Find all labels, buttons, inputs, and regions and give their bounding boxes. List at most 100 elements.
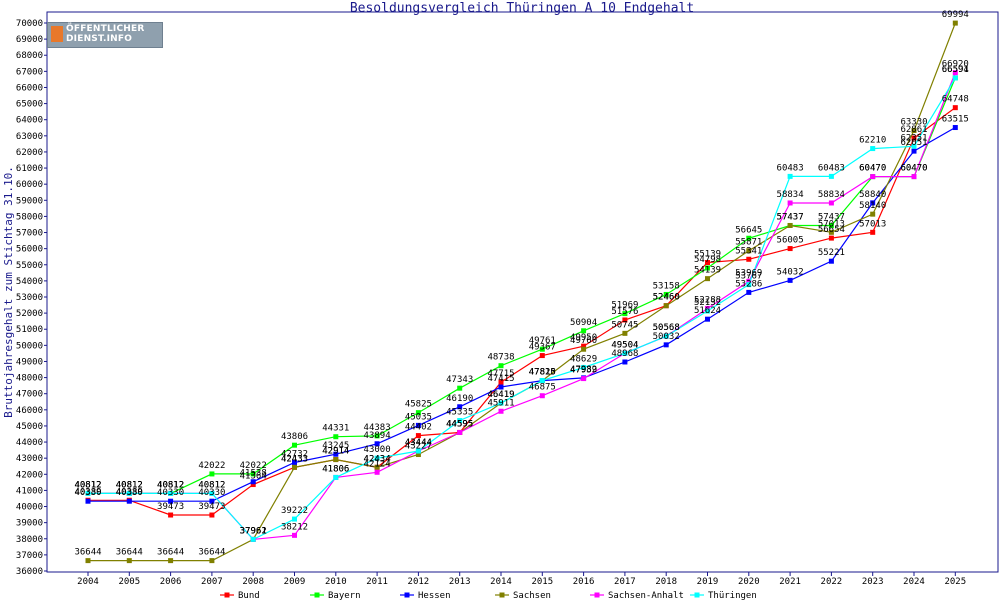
data-label: 41538 xyxy=(240,469,267,479)
data-label: 69994 xyxy=(942,10,969,20)
data-point xyxy=(746,289,752,295)
x-tick-label: 2015 xyxy=(531,577,553,587)
data-point xyxy=(663,333,669,339)
data-label: 40812 xyxy=(198,480,225,490)
data-label: 52460 xyxy=(653,293,680,303)
y-tick-label: 60000 xyxy=(16,180,43,190)
data-label: 46875 xyxy=(529,383,556,393)
data-label: 47715 xyxy=(487,369,514,379)
data-label: 62051 xyxy=(900,138,927,148)
data-point xyxy=(705,308,710,314)
x-tick-label: 2017 xyxy=(614,577,636,587)
x-tick-label: 2019 xyxy=(697,577,719,587)
data-point xyxy=(828,258,834,264)
data-point xyxy=(705,265,710,271)
logo-mark-icon xyxy=(51,26,63,42)
data-label: 42022 xyxy=(240,461,267,471)
data-label: 40812 xyxy=(116,480,143,490)
data-label: 40330 xyxy=(74,488,101,498)
data-label: 43894 xyxy=(364,431,391,441)
data-label: 60470 xyxy=(900,164,927,174)
data-point xyxy=(581,364,587,370)
data-label: 40812 xyxy=(74,480,101,490)
data-point xyxy=(870,211,876,217)
y-tick-label: 39000 xyxy=(16,519,43,529)
y-tick-label: 49000 xyxy=(16,357,43,367)
data-point xyxy=(581,376,587,382)
site-logo: ÖFFENTLICHER DIENST.INFO xyxy=(47,22,163,48)
data-point xyxy=(457,418,463,424)
legend-marker xyxy=(224,592,230,598)
data-label: 50032 xyxy=(653,332,680,342)
legend: Bund Bayern Hessen Sachsen Sachsen-Anhalt Thü… xyxy=(220,591,757,601)
data-point xyxy=(250,471,256,477)
data-point xyxy=(374,469,380,475)
data-label: 37962 xyxy=(240,526,267,536)
y-axis-label: Bruttojahresgehalt zum Stichtag 31.10. xyxy=(2,166,15,418)
data-point xyxy=(168,490,174,496)
data-point xyxy=(415,452,421,458)
data-label: 44595 xyxy=(446,419,473,429)
data-label: 47815 xyxy=(529,368,556,378)
legend-label: Hessen xyxy=(418,591,451,600)
data-point xyxy=(663,291,669,297)
y-tick-label: 65000 xyxy=(16,100,43,110)
data-label: 54032 xyxy=(777,267,804,277)
data-label: 40812 xyxy=(116,480,143,490)
data-point xyxy=(787,277,793,283)
x-tick-label: 2018 xyxy=(655,577,677,587)
data-label: 56005 xyxy=(777,236,804,246)
data-point xyxy=(911,135,917,141)
data-label: 40812 xyxy=(74,480,101,490)
y-tick-label: 53000 xyxy=(16,293,43,303)
data-label: 39473 xyxy=(157,502,184,512)
data-point xyxy=(85,498,91,504)
data-point xyxy=(209,498,215,504)
logo-text: ÖFFENTLICHER DIENST.INFO xyxy=(66,24,144,44)
data-point xyxy=(787,200,793,206)
data-label: 47343 xyxy=(446,375,473,385)
data-label: 58834 xyxy=(818,190,845,200)
data-label: 63330 xyxy=(900,118,927,128)
data-point xyxy=(292,459,297,465)
y-tick-label: 50000 xyxy=(16,341,43,351)
data-label: 43806 xyxy=(281,432,308,442)
data-point xyxy=(374,441,380,447)
x-tick-label: 2016 xyxy=(573,577,595,587)
data-label: 42434 xyxy=(364,454,391,464)
data-label: 50568 xyxy=(653,323,680,333)
legend-label: Thüringen xyxy=(708,591,757,600)
data-label: 42434 xyxy=(364,454,391,464)
y-tick-label: 61000 xyxy=(16,164,43,174)
data-label: 40389 xyxy=(116,487,143,497)
data-label: 36644 xyxy=(198,548,225,558)
y-tick-label: 70000 xyxy=(16,19,43,29)
data-point xyxy=(952,20,958,26)
series-line xyxy=(88,126,956,502)
data-label: 38212 xyxy=(281,522,308,532)
data-point xyxy=(539,346,545,352)
data-label: 47415 xyxy=(487,374,514,384)
data-label: 49761 xyxy=(529,336,556,346)
x-tick-label: 2006 xyxy=(160,577,182,587)
data-label: 48968 xyxy=(611,349,638,359)
x-tick-label: 2013 xyxy=(449,577,471,587)
data-point xyxy=(126,558,132,564)
data-point xyxy=(870,174,876,180)
data-point xyxy=(746,278,752,284)
x-tick-label: 2022 xyxy=(821,577,843,587)
y-tick-label: 62000 xyxy=(16,148,43,158)
data-label: 49367 xyxy=(529,343,556,353)
data-point xyxy=(126,498,132,504)
data-point xyxy=(126,490,132,496)
data-label: 43245 xyxy=(322,441,349,451)
data-label: 36644 xyxy=(74,548,101,558)
data-point xyxy=(415,410,421,416)
legend-marker xyxy=(694,592,700,598)
data-label: 40330 xyxy=(157,488,184,498)
data-label: 64748 xyxy=(942,95,969,105)
data-point xyxy=(787,173,793,179)
data-point xyxy=(705,260,710,266)
data-point xyxy=(663,342,669,348)
legend-marker xyxy=(499,592,505,598)
